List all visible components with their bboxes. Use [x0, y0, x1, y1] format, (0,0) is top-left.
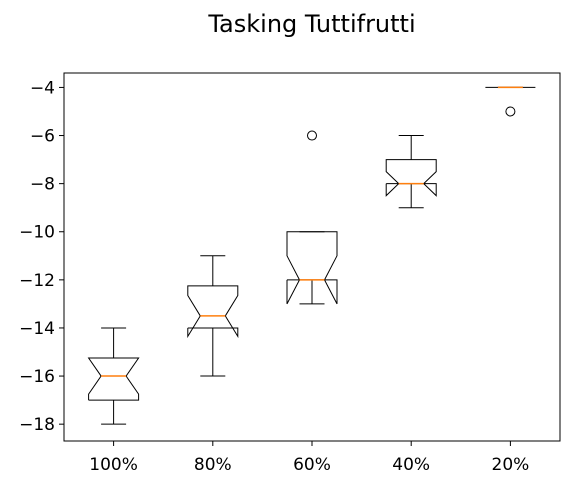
y-tick-label: −8	[30, 175, 55, 195]
box-100%	[89, 328, 139, 424]
x-tick-label: 80%	[194, 455, 232, 475]
y-tick-label: −4	[30, 78, 55, 98]
y-tick-label: −18	[19, 415, 55, 435]
notched-box	[89, 358, 139, 400]
outlier-point	[506, 107, 515, 116]
y-tick-label: −10	[19, 223, 55, 243]
plot-area	[89, 87, 536, 424]
x-tick-label: 60%	[293, 455, 331, 475]
box-40%	[386, 136, 436, 208]
y-tick-label: −6	[30, 127, 55, 147]
x-tick-label: 100%	[89, 455, 138, 475]
x-tick-label: 40%	[392, 455, 430, 475]
x-axis: 100% 80% 60% 40% 20%	[89, 441, 529, 475]
y-tick-label: −16	[19, 367, 55, 387]
plot-frame	[64, 73, 560, 441]
box-60%	[287, 131, 337, 304]
y-tick-label: −14	[19, 319, 55, 339]
box-20%	[485, 87, 535, 116]
chart-title: Tasking Tuttifrutti	[207, 10, 415, 38]
x-tick-label: 20%	[492, 455, 530, 475]
y-tick-label: −12	[19, 271, 55, 291]
y-axis: −4 −6 −8 −10 −12 −14 −16 −18	[19, 78, 64, 435]
box-80%	[188, 256, 238, 376]
outlier-point	[308, 131, 317, 140]
